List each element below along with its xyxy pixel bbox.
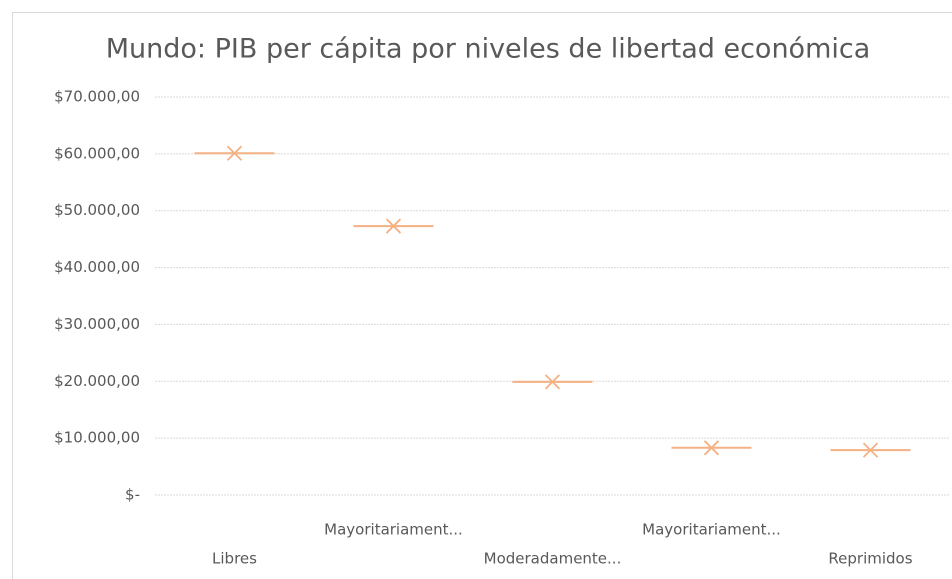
x-tick-label: Moderadamente...	[484, 550, 622, 568]
y-tick-label: $50.000,00	[54, 201, 140, 219]
mean-marker	[862, 442, 879, 458]
x-tick-label: Reprimidos	[828, 550, 912, 568]
x-tick-label: Mayoritariament...	[324, 521, 463, 539]
mean-marker	[703, 440, 720, 456]
y-tick-label: $40.000,00	[54, 258, 140, 276]
y-tick-label: $70.000,00	[54, 88, 140, 106]
y-tick-label: $-	[125, 486, 140, 504]
mean-marker	[385, 218, 402, 234]
mean-marker	[226, 145, 243, 161]
y-tick-label: $10.000,00	[54, 429, 140, 447]
x-tick-label: Libres	[212, 550, 257, 568]
chart-frame	[12, 12, 952, 579]
x-tick-label: Mayoritariament...	[642, 521, 781, 539]
mean-marker	[544, 374, 561, 390]
y-tick-label: $30.000,00	[54, 315, 140, 333]
chart-title: Mundo: PIB per cápita por niveles de lib…	[106, 34, 871, 65]
y-tick-label: $20.000,00	[54, 372, 140, 390]
y-tick-label: $60.000,00	[54, 144, 140, 162]
